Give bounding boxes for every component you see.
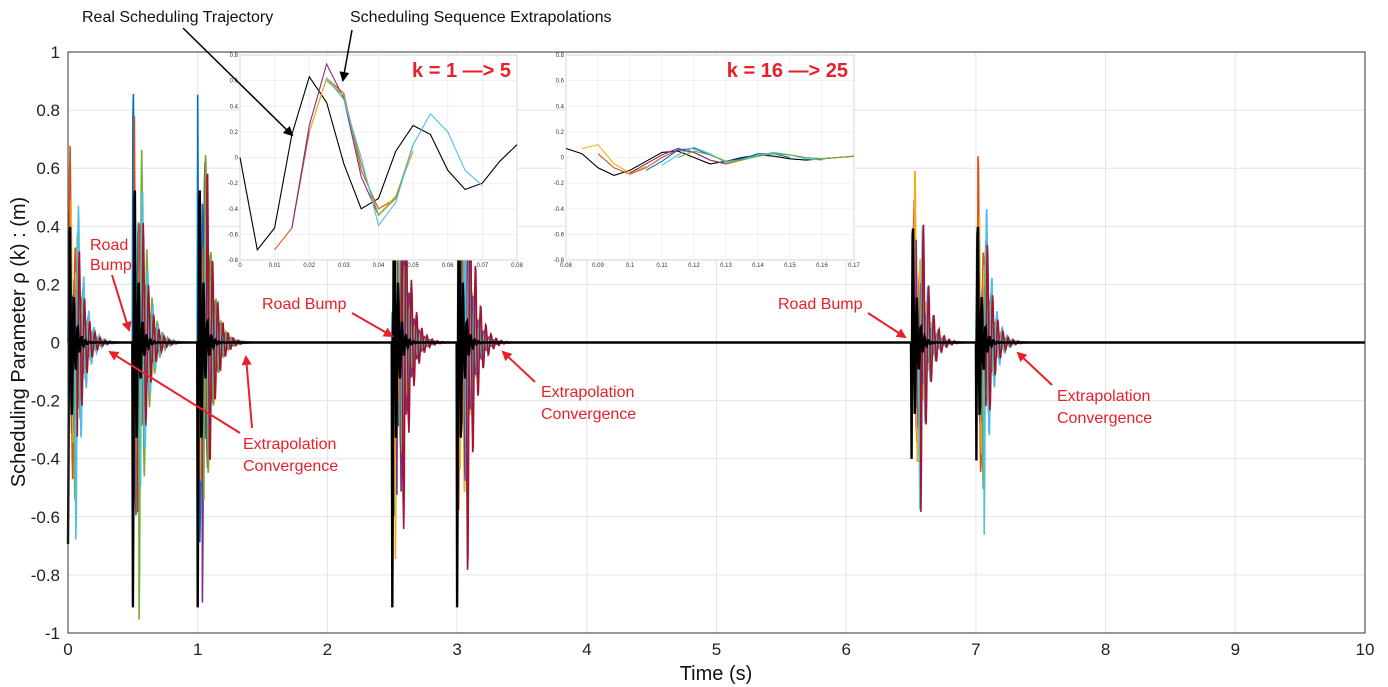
inset-series	[581, 144, 647, 174]
x-tick-label: 7	[971, 640, 980, 659]
inset-x-tick: 0.14	[752, 263, 764, 269]
x-axis-label: Time (s)	[680, 663, 753, 685]
inset-x-tick: 0.02	[303, 263, 315, 269]
arrow-convergence-3	[1016, 351, 1053, 386]
x-tick-label: 9	[1231, 640, 1240, 659]
inset-k16-25: 0.08 0.09 0.1 0.11 0.12 0.13 0.14 0.15 0.16 0.17 0…	[554, 53, 861, 269]
inset-x-tick: 0.06	[442, 263, 454, 269]
y-tick-label: -1	[45, 624, 60, 643]
inset-series	[326, 77, 483, 227]
annotation-extrapolations: Scheduling Sequence Extrapolations	[350, 9, 612, 26]
plot-frame	[67, 51, 1366, 634]
y-tick-label: -0.2	[31, 392, 60, 411]
inset-title: k = 16 —> 25	[727, 60, 848, 82]
x-tick-label: 5	[712, 640, 721, 659]
x-tick-label: 3	[452, 640, 461, 659]
axis-ticks: 0 1 2 3 4 5 6 7 8 9 10 1 0.8 0.6 0.4 0.2 0 -0.2 -0.4 -0.6 -0…	[31, 43, 1375, 659]
annotation-convergence-1-line2: Convergence	[243, 458, 338, 475]
annotation-convergence-1: Extrapolation	[243, 436, 336, 453]
inset-x-tick: 0.01	[269, 263, 281, 269]
inset-series	[565, 147, 855, 176]
inset-y-tick: 0.4	[230, 104, 239, 110]
inset-y-tick: 0.4	[556, 104, 565, 110]
inset-x-tick: 0.1	[626, 263, 635, 269]
inset-title: k = 1 —> 5	[412, 60, 511, 82]
annotation-convergence-3: Extrapolation	[1057, 388, 1150, 405]
inset-y-tick: 0.6	[230, 79, 239, 85]
inset-y-tick: 0.2	[230, 130, 239, 136]
y-tick-label: -0.8	[31, 566, 60, 585]
y-tick-label: 0.2	[36, 275, 60, 294]
inset-y-tick: 0.8	[556, 53, 565, 59]
arrow-road-bump-1	[111, 274, 132, 332]
inset-x-tick: 0.09	[592, 263, 604, 269]
arrow-convergence-1b	[241, 355, 253, 429]
inset-x-tick: 0	[238, 263, 242, 269]
y-tick-label: -0.4	[31, 450, 60, 469]
y-tick-label: 0.8	[36, 101, 60, 120]
annotation-road-bump-3: Road Bump	[778, 296, 863, 313]
x-tick-label: 6	[841, 640, 850, 659]
y-tick-label: -0.6	[31, 508, 60, 527]
arrow-convergence-1a	[108, 350, 241, 434]
inset-x-tick: 0.11	[656, 263, 668, 269]
inset-y-tick: -0.4	[228, 207, 239, 213]
y-tick-label: 1	[51, 43, 60, 62]
annotation-convergence-3-line2: Convergence	[1057, 410, 1152, 427]
x-tick-label: 2	[323, 640, 332, 659]
inset-x-tick: 0.03	[338, 263, 350, 269]
inset-x-tick: 0.08	[560, 263, 572, 269]
inset-series	[677, 150, 855, 162]
inset-y-tick: -0.2	[228, 181, 239, 187]
inset-x-tick: 0.07	[477, 263, 489, 269]
x-tick-label: 10	[1356, 640, 1375, 659]
inset-y-tick: 0.6	[556, 79, 565, 85]
inset-series	[239, 75, 518, 252]
inset-y-tick: -0.8	[228, 258, 239, 264]
x-tick-label: 8	[1101, 640, 1110, 659]
real-trajectory-series	[66, 190, 1365, 608]
inset-y-tick: 0.8	[230, 53, 239, 59]
y-tick-label: 0.4	[36, 217, 60, 236]
inset-y-tick: 0	[561, 156, 565, 162]
x-tick-label: 4	[582, 640, 591, 659]
inset-x-tick: 0.17	[848, 263, 860, 269]
inset-x-tick: 0.12	[688, 263, 700, 269]
arrow-road-bump-2	[351, 312, 394, 337]
arrow-convergence-2	[501, 350, 536, 383]
inset-k1-5: 0 0.01 0.02 0.03 0.04 0.05 0.06 0.07 0.08 0.8 0.6 0…	[228, 53, 524, 269]
inset-y-tick: -0.4	[554, 207, 565, 213]
inset-x-tick: 0.04	[373, 263, 385, 269]
annotation-convergence-2: Extrapolation	[541, 384, 634, 401]
arrow-extrapolations	[339, 29, 353, 82]
inset-y-tick: -0.6	[554, 232, 565, 238]
inset-y-tick: 0	[235, 156, 239, 162]
y-tick-label: 0	[51, 334, 60, 353]
annotation-convergence-2-line2: Convergence	[541, 406, 636, 423]
y-axis-label: Scheduling Parameter ρ (k) : (m)	[8, 197, 30, 487]
annotation-road-bump-1: Road	[90, 237, 128, 254]
arrow-road-bump-3	[867, 312, 907, 339]
series-layer	[66, 93, 1365, 620]
annotation-road-bump-2: Road Bump	[262, 296, 347, 313]
inset-y-tick: -0.8	[554, 258, 565, 264]
inset-y-tick: -0.6	[228, 232, 239, 238]
y-tick-label: 0.6	[36, 159, 60, 178]
inset-x-tick: 0.08	[511, 263, 523, 269]
annotation-road-bump-1-line2: Bump	[90, 257, 132, 274]
inset-series	[629, 147, 727, 174]
inset-x-tick: 0.15	[784, 263, 796, 269]
x-tick-label: 0	[63, 640, 72, 659]
inset-y-tick: 0.2	[556, 130, 565, 136]
inset-x-tick: 0.05	[407, 263, 419, 269]
x-tick-label: 1	[193, 640, 202, 659]
annotation-real-trajectory: Real Scheduling Trajectory	[82, 9, 273, 26]
inset-y-tick: -0.2	[554, 181, 565, 187]
inset-x-tick: 0.16	[816, 263, 828, 269]
inset-x-tick: 0.13	[720, 263, 732, 269]
arrow-real-trajectory	[182, 27, 294, 137]
